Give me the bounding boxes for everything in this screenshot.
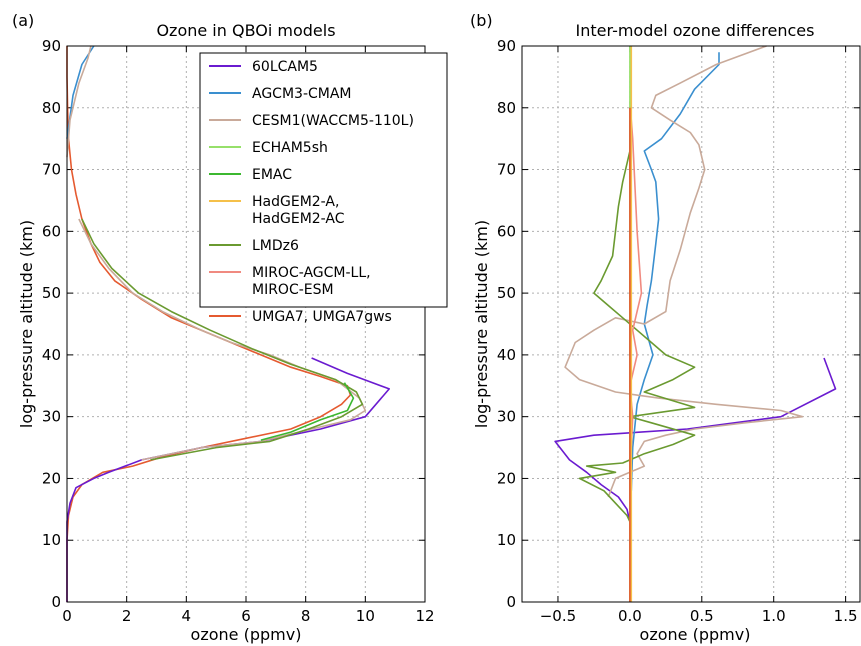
panel-a-ticks: 0 2 4 6 8 10 12 0 10 20 30 40 50 60 70 80 90 (42, 37, 435, 625)
panel-b-ytick-label: 40 (497, 346, 516, 364)
legend-label-line2: MIROC-ESM (252, 282, 334, 298)
legend-label: UMGA7, UMGA7gws (252, 309, 392, 325)
panel-a-xtick-label: 6 (241, 607, 251, 625)
legend-label: LMDz6 (252, 238, 299, 254)
legend-label: HadGEM2-A, (252, 194, 339, 210)
panel-b-ytick-label: 80 (497, 99, 516, 117)
panel-b-series-line (554, 357, 837, 522)
legend: 60LCAM5 AGCM3-CMAM CESM1(WACCM5-110L) ECHAM… (199, 52, 448, 325)
panel-a-frame (66, 45, 426, 603)
panel-b-ytick-label: 90 (497, 37, 516, 55)
panel-a-ytick-label: 50 (42, 284, 61, 302)
panel-b-ticks: −0.5 0.0 0.5 1.0 1.5 0 10 20 30 40 50 60 70 80 90 (497, 37, 860, 625)
panel-a-xlabel: ozone (ppmv) (191, 625, 302, 644)
panel-b: (b) Inter-model ozone differences ozone … (470, 11, 861, 644)
panel-a-ytick-label: 80 (42, 99, 61, 117)
panel-a-xtick-label: 4 (182, 607, 192, 625)
panel-b-xtick-label: 1.0 (762, 607, 786, 625)
panel-b-ytick-label: 30 (497, 408, 516, 426)
panel-b-frame (521, 45, 861, 603)
legend-label: CESM1(WACCM5-110L) (252, 113, 414, 129)
legend-label: EMAC (252, 167, 292, 183)
panel-b-letter: (b) (470, 11, 493, 30)
panel-a-series-line (260, 382, 355, 441)
panel-a-xtick-label: 0 (62, 607, 72, 625)
panel-b-series-line (564, 45, 804, 498)
legend-label: 60LCAM5 (252, 59, 318, 75)
legend-label: ECHAM5sh (252, 140, 328, 156)
legend-label-line2: HadGEM2-AC (252, 211, 345, 227)
panel-a-title: Ozone in QBOi models (156, 21, 335, 40)
panel-a-ytick-label: 0 (51, 593, 61, 611)
panel-a-xtick-label: 8 (301, 607, 311, 625)
panel-b-series-line (578, 120, 696, 523)
panel-a-series-line (81, 218, 364, 461)
panel-b-ytick-label: 10 (497, 531, 516, 549)
panel-a: (a) Ozone in QBOi models ozone (ppmv) lo… (12, 11, 448, 644)
panel-a-ytick-label: 10 (42, 531, 61, 549)
panel-a-series (66, 45, 390, 602)
panel-a-series-line (66, 46, 352, 602)
panel-a-ytick-label: 70 (42, 161, 61, 179)
panel-b-ylabel: log-pressure altitude (km) (472, 220, 491, 428)
panel-b-grid (522, 46, 860, 602)
panel-b-title: Inter-model ozone differences (576, 21, 815, 40)
panel-a-series-line (66, 45, 95, 139)
panel-a-ytick-label: 30 (42, 408, 61, 426)
panel-a-ylabel: log-pressure altitude (km) (17, 220, 36, 428)
panel-a-letter: (a) (12, 11, 34, 30)
panel-b-xtick-label: 1.5 (834, 607, 858, 625)
panel-b-ytick-label: 60 (497, 222, 516, 240)
panel-b-ytick-label: 20 (497, 469, 516, 487)
panel-b-xtick-label: 0.5 (690, 607, 714, 625)
panel-a-xtick-label: 10 (356, 607, 375, 625)
panel-b-xtick-label: −0.5 (540, 607, 576, 625)
panel-a-xtick-label: 2 (122, 607, 132, 625)
panel-a-ytick-label: 20 (42, 469, 61, 487)
panel-b-xtick-label: 0.0 (618, 607, 642, 625)
panel-a-series-line (66, 45, 92, 158)
panel-a-ytick-label: 40 (42, 346, 61, 364)
legend-label: AGCM3-CMAM (252, 86, 352, 102)
panel-b-ytick-label: 70 (497, 161, 516, 179)
legend-box (199, 52, 448, 308)
panel-a-xtick-label: 12 (415, 607, 434, 625)
panel-a-ytick-label: 90 (42, 37, 61, 55)
panel-b-series (554, 45, 837, 602)
panel-b-series-line (630, 52, 720, 491)
panel-b-ytick-label: 0 (506, 593, 516, 611)
panel-a-series-line (66, 357, 390, 602)
panel-b-ytick-label: 50 (497, 284, 516, 302)
panel-a-ytick-label: 60 (42, 222, 61, 240)
panel-b-xlabel: ozone (ppmv) (640, 625, 751, 644)
legend-label: MIROC-AGCM-LL, (252, 265, 371, 281)
